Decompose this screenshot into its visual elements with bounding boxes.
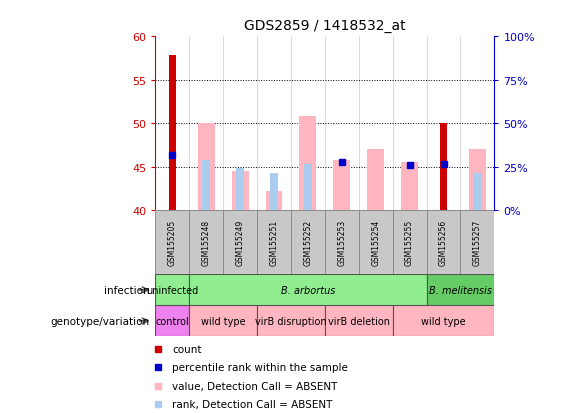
Bar <box>236 169 244 211</box>
Bar <box>202 160 210 211</box>
Text: GSM155255: GSM155255 <box>405 220 414 266</box>
Text: GSM155205: GSM155205 <box>168 220 177 266</box>
Bar <box>257 306 325 337</box>
Text: uninfected: uninfected <box>146 285 198 295</box>
Bar <box>155 306 189 337</box>
Bar <box>427 211 460 275</box>
Bar <box>393 211 427 275</box>
Bar <box>155 275 189 306</box>
Bar <box>198 124 215 211</box>
Text: GSM155249: GSM155249 <box>236 220 245 266</box>
Text: count: count <box>172 344 202 354</box>
Text: genotype/variation: genotype/variation <box>51 316 150 326</box>
Text: GSM155256: GSM155256 <box>439 220 448 266</box>
Bar <box>393 306 494 337</box>
Bar <box>304 165 312 211</box>
Text: rank, Detection Call = ABSENT: rank, Detection Call = ABSENT <box>172 399 332 409</box>
Text: value, Detection Call = ABSENT: value, Detection Call = ABSENT <box>172 381 337 391</box>
Text: GSM155257: GSM155257 <box>473 220 482 266</box>
Text: GSM155248: GSM155248 <box>202 220 211 266</box>
Text: GSM155252: GSM155252 <box>303 220 312 266</box>
Bar <box>155 211 189 275</box>
Bar <box>223 211 257 275</box>
Bar <box>299 117 316 211</box>
Bar <box>333 160 350 211</box>
Bar <box>257 211 291 275</box>
Bar <box>469 150 486 211</box>
Text: GSM155254: GSM155254 <box>371 220 380 266</box>
Bar <box>189 275 427 306</box>
Bar <box>427 275 494 306</box>
Bar <box>291 211 325 275</box>
Bar <box>359 211 393 275</box>
Text: GSM155251: GSM155251 <box>270 220 279 266</box>
Text: B. melitensis: B. melitensis <box>429 285 492 295</box>
Bar <box>270 173 278 211</box>
Text: wild type: wild type <box>201 316 245 326</box>
Bar <box>440 124 447 211</box>
Bar <box>473 173 481 211</box>
Text: GSM155253: GSM155253 <box>337 220 346 266</box>
Bar <box>189 306 257 337</box>
Bar <box>325 211 359 275</box>
Text: virB disruption: virB disruption <box>255 316 327 326</box>
Bar <box>169 56 176 211</box>
Bar <box>460 211 494 275</box>
Bar <box>189 211 223 275</box>
Text: virB deletion: virB deletion <box>328 316 390 326</box>
Text: control: control <box>155 316 189 326</box>
Text: wild type: wild type <box>421 316 466 326</box>
Text: percentile rank within the sample: percentile rank within the sample <box>172 362 348 372</box>
Bar <box>367 150 384 211</box>
Bar <box>266 192 282 211</box>
Title: GDS2859 / 1418532_at: GDS2859 / 1418532_at <box>244 19 406 33</box>
Text: B. arbortus: B. arbortus <box>281 285 335 295</box>
Bar <box>232 171 249 211</box>
Bar <box>325 306 393 337</box>
Text: infection: infection <box>104 285 150 295</box>
Bar <box>401 163 418 211</box>
